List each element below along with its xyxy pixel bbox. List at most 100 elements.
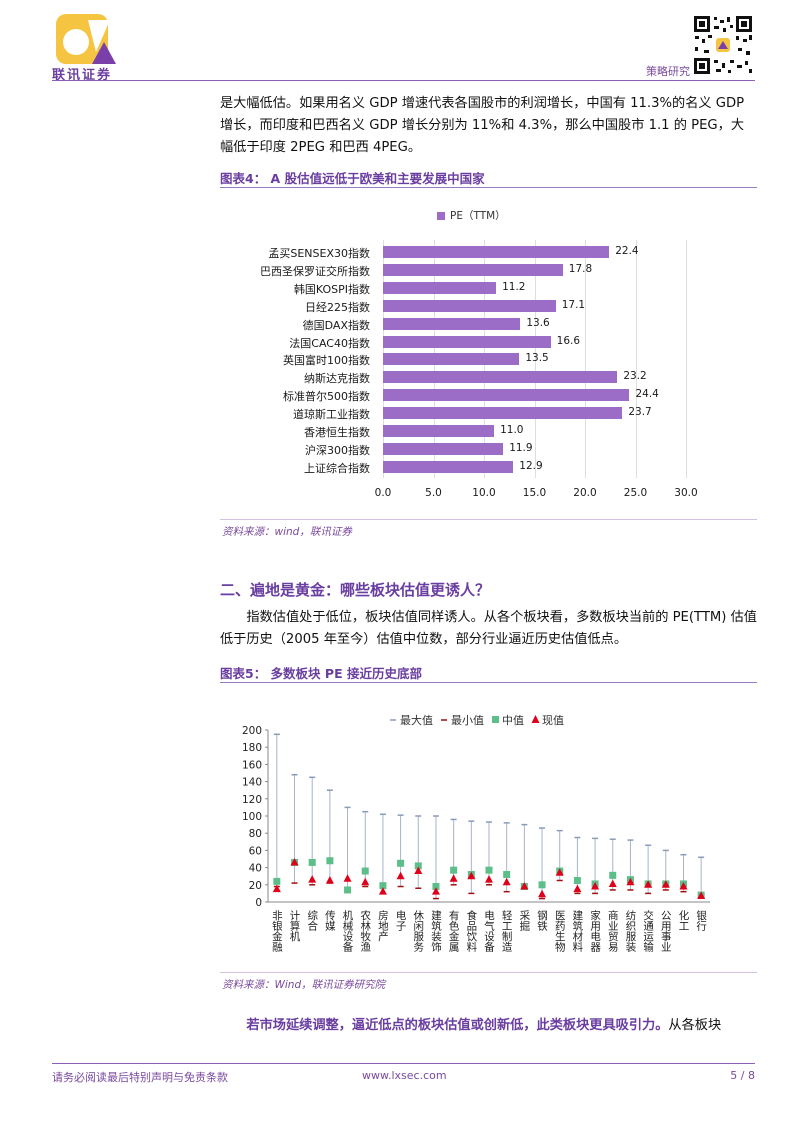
y-tick-label: 140 [242, 777, 262, 789]
x-tick-label: 5.0 [425, 487, 442, 499]
pe-bar [383, 407, 623, 420]
legend-swatch [437, 212, 445, 220]
page-number: 5 / 8 [730, 1069, 755, 1082]
category-label: 钢铁 [536, 909, 548, 932]
current-marker [608, 879, 617, 887]
category-label: 有色金属 [448, 909, 460, 953]
current-marker [449, 874, 458, 882]
category-label: 巴西圣保罗证交所指数 [260, 264, 370, 278]
median-marker [573, 877, 581, 884]
footer-website-link[interactable]: www.lxsec.com [362, 1069, 447, 1082]
current-marker [520, 882, 529, 890]
value-label: 12.9 [519, 459, 543, 472]
current-marker [679, 882, 688, 890]
pe-bar [383, 317, 521, 330]
header-divider [52, 80, 755, 81]
y-tick-label: 180 [242, 742, 262, 754]
section2-paragraph: 指数估值处于低位，板块估值同样诱人。从各个板块看，多数板块当前的 PE(TTM)… [220, 610, 757, 647]
median-marker [361, 867, 369, 875]
y-tick-label: 200 [242, 725, 262, 737]
value-label: 11.2 [502, 280, 526, 293]
current-marker [697, 891, 706, 899]
footer-disclaimer: 请务必阅读最后特别声明与免责条款 [52, 1071, 228, 1084]
gridline [534, 240, 536, 478]
figure5-range-chart: 最大值 最小值 中值 现值 0 20 40 60 80 100 120 140 160 180 200 非银金… [242, 713, 710, 953]
category-label: 传媒 [324, 910, 336, 932]
category-label: 医药生物 [554, 910, 566, 953]
value-label: 13.6 [526, 316, 550, 329]
category-label: 道琼斯工业指数 [293, 408, 370, 422]
current-marker [538, 889, 547, 898]
current-marker [396, 871, 405, 880]
pe-bar [383, 246, 610, 258]
figure4-source: 资料来源：wind，联讯证券 [222, 526, 352, 538]
median-marker [432, 883, 440, 891]
x-tick-label: 20.0 [573, 487, 597, 499]
current-marker [502, 877, 511, 886]
category-label: 建筑装饰 [430, 909, 442, 953]
current-marker [272, 884, 281, 893]
gridline [635, 240, 637, 478]
figure5-bottom-rule [220, 972, 757, 973]
x-tick-label: 30.0 [674, 487, 698, 499]
category-label: 上证综合指数 [304, 461, 370, 475]
current-marker [644, 880, 653, 888]
x-tick-label: 10.0 [472, 487, 496, 499]
value-label: 17.8 [568, 262, 593, 275]
x-tick-label: 15.0 [522, 487, 547, 499]
x-tick-label: 25.0 [623, 487, 648, 499]
category-label: 农林牧渔 [359, 909, 371, 953]
figure5-title-rule [220, 682, 757, 683]
category-label: 英国富时100指数 [283, 354, 370, 368]
y-tick-label: 80 [249, 828, 262, 840]
category-label: 香港恒生指数 [304, 426, 370, 439]
legend-label: PE（TTM） [450, 210, 506, 222]
value-label: 13.5 [525, 352, 549, 365]
current-marker [325, 876, 334, 884]
figure5-source: 资料来源：Wind，联讯证券研究院 [222, 979, 386, 991]
figure4-bottom-rule [220, 519, 757, 520]
y-tick-label: 20 [249, 880, 262, 892]
median-marker [379, 882, 387, 890]
current-marker [290, 857, 299, 866]
median-marker [485, 866, 493, 874]
median-marker [308, 858, 316, 866]
category-label: 孟买SENSEX30指数 [268, 247, 370, 260]
category-label: 房地产 [377, 909, 389, 942]
section-title: 二、遍地是黄金：哪些板块估值更诱人？ [220, 581, 491, 599]
pe-bar [383, 425, 495, 437]
figure4-title-rule [220, 187, 757, 188]
current-marker [414, 866, 423, 875]
category-label: 沪深300指数 [305, 443, 370, 457]
pe-bar [383, 335, 551, 348]
current-marker [555, 868, 564, 876]
category-label: 公用事业 [660, 910, 672, 952]
category-label: 机械设备 [342, 909, 354, 953]
category-label: 电子 [395, 909, 407, 931]
category-label: 德国DAX指数 [302, 318, 370, 332]
category-label: 商业贸易 [607, 909, 619, 953]
category-label: 银行 [695, 909, 707, 932]
current-marker [431, 887, 440, 895]
y-tick-label: 100 [242, 811, 262, 823]
category-label: 化工 [677, 909, 689, 931]
current-marker [378, 887, 387, 895]
gridline [585, 240, 586, 478]
category-label: 纺织服装 [624, 909, 636, 953]
current-marker [308, 875, 317, 883]
x-tick-label: 0.0 [374, 487, 392, 499]
current-marker [485, 875, 493, 883]
category-label: 纳斯达克指数 [304, 372, 370, 386]
figure4-title: 图表4： A 股估值远低于欧美和主要发展中国家 [220, 171, 485, 186]
pe-bar [383, 371, 618, 384]
value-label: 16.6 [556, 334, 581, 347]
pe-bar [383, 460, 514, 473]
current-marker [661, 880, 670, 888]
median-marker [450, 866, 458, 874]
current-marker [467, 871, 476, 880]
legend-label: 现值 [542, 714, 564, 727]
median-marker [503, 870, 511, 878]
pe-bar [383, 353, 520, 366]
value-label: 11.0 [500, 424, 524, 436]
value-label: 23.7 [628, 406, 652, 419]
